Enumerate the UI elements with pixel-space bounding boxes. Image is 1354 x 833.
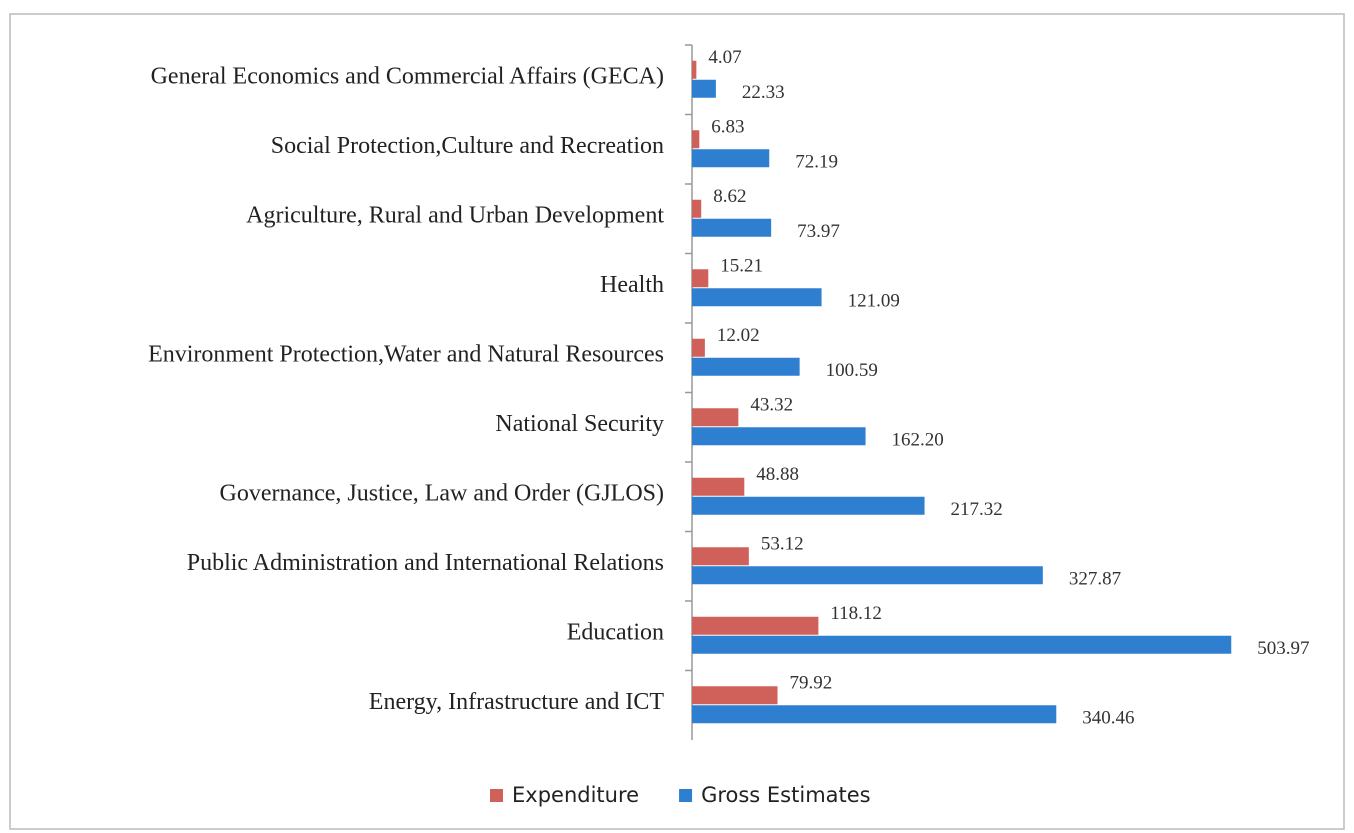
bar <box>692 199 702 218</box>
category-label: Education <box>567 619 664 645</box>
legend-swatch <box>679 789 693 802</box>
bar <box>692 79 716 98</box>
chart-frame <box>9 13 1345 830</box>
data-label: 503.97 <box>1257 638 1309 659</box>
data-label: 4.07 <box>708 47 741 68</box>
legend-swatch <box>490 789 503 802</box>
data-label: 118.12 <box>830 603 882 624</box>
data-label: 6.83 <box>711 117 744 138</box>
legend-label: Gross Estimates <box>701 783 871 807</box>
category-label: General Economics and Commercial Affairs… <box>151 63 664 89</box>
bar <box>692 269 709 288</box>
legend-label: Expenditure <box>512 783 639 807</box>
data-label: 22.33 <box>742 82 785 103</box>
bar <box>692 547 749 566</box>
bar <box>692 357 800 376</box>
data-label: 340.46 <box>1082 708 1134 729</box>
category-label: Health <box>600 272 664 298</box>
bar <box>692 149 770 168</box>
bar <box>692 635 1232 654</box>
bar <box>692 60 697 79</box>
bar <box>692 218 772 237</box>
data-label: 43.32 <box>750 395 793 416</box>
data-label: 217.32 <box>951 499 1003 520</box>
bar <box>692 705 1057 724</box>
bar <box>692 427 866 446</box>
data-label: 48.88 <box>756 464 799 485</box>
data-label: 8.62 <box>713 186 746 207</box>
bar <box>692 477 745 496</box>
bar <box>692 496 925 515</box>
data-label: 79.92 <box>790 673 833 694</box>
data-label: 121.09 <box>848 291 900 312</box>
data-label: 162.20 <box>892 430 944 451</box>
data-label: 12.02 <box>717 325 760 346</box>
category-label: Public Administration and International … <box>187 550 664 576</box>
bar <box>692 130 700 149</box>
data-label: 327.87 <box>1069 569 1121 590</box>
category-label: Agriculture, Rural and Urban Development <box>246 202 664 228</box>
category-label: National Security <box>495 411 664 437</box>
data-label: 73.97 <box>797 221 840 242</box>
category-label: Governance, Justice, Law and Order (GJLO… <box>219 480 664 506</box>
bar <box>692 338 705 357</box>
bar <box>692 408 739 427</box>
data-label: 53.12 <box>761 534 804 555</box>
bar <box>692 686 778 705</box>
category-label: Environment Protection,Water and Natural… <box>148 341 664 367</box>
data-label: 72.19 <box>795 152 838 173</box>
category-label: Energy, Infrastructure and ICT <box>369 689 665 715</box>
bar <box>692 616 819 635</box>
data-label: 100.59 <box>826 360 878 381</box>
bar <box>692 566 1043 585</box>
data-label: 15.21 <box>720 256 763 277</box>
bar <box>692 288 822 307</box>
category-label: Social Protection,Culture and Recreation <box>271 133 664 159</box>
